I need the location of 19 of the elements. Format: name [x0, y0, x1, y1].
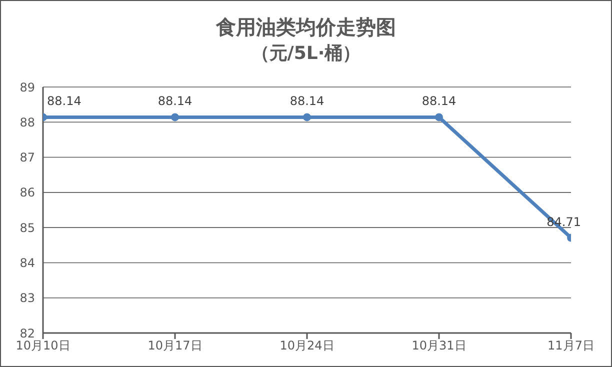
chart-subtitle: （元/5L·桶）	[250, 42, 362, 66]
data-label: 88.14	[158, 94, 192, 108]
chart-title: 食用油类均价走势图	[214, 14, 397, 41]
x-tick-label: 10月31日	[412, 338, 466, 353]
y-tick-label: 83	[20, 291, 35, 306]
y-tick-label: 84	[20, 256, 35, 270]
x-tick-label: 11月7日	[548, 338, 594, 353]
x-tick-label: 10月10日	[16, 338, 70, 353]
y-tick-label: 89	[20, 80, 35, 94]
x-tick-label: 10月24日	[280, 338, 334, 353]
data-label: 88.14	[290, 94, 324, 108]
data-label: 88.14	[47, 94, 82, 108]
y-tick-label: 85	[20, 220, 35, 235]
y-tick-label: 87	[20, 150, 35, 165]
y-tick-label: 88	[20, 115, 35, 130]
x-tick-label: 10月17日	[148, 338, 202, 353]
y-tick-label: 86	[20, 186, 35, 200]
data-label: 88.14	[422, 94, 456, 108]
y-tick-label: 82	[20, 326, 35, 340]
